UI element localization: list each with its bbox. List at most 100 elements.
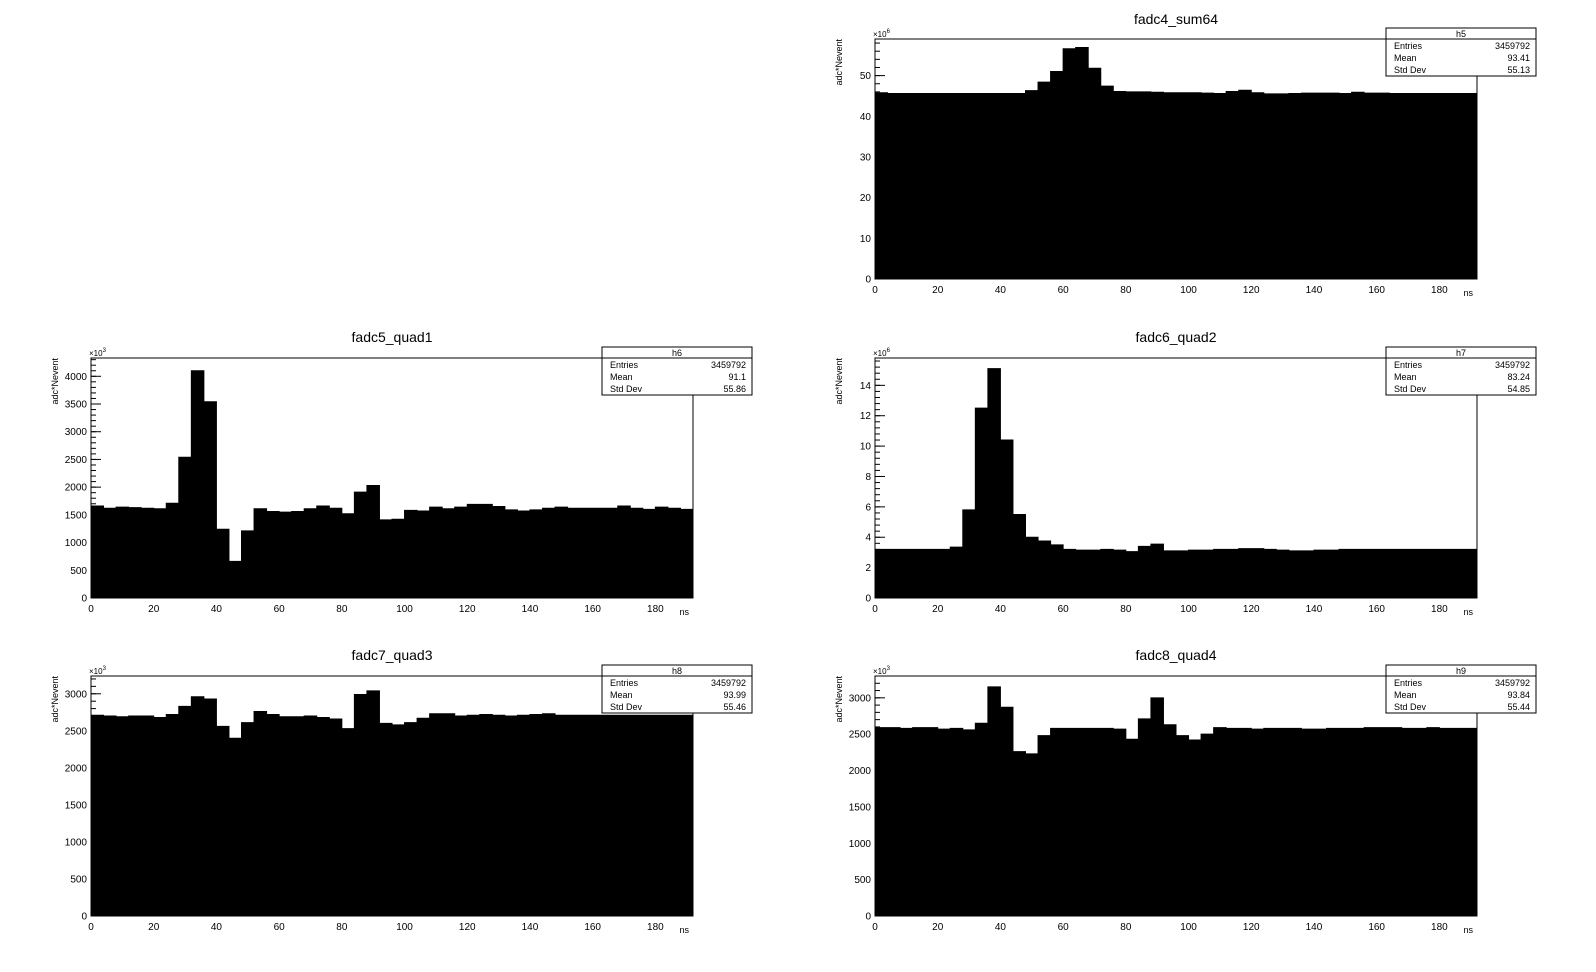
histogram-bin bbox=[154, 509, 167, 598]
y-tick-label: 2500 bbox=[65, 726, 88, 737]
histogram-bin bbox=[129, 716, 142, 916]
histogram-bin bbox=[963, 94, 976, 279]
x-tick-label: 180 bbox=[1431, 922, 1448, 933]
x-tick-label: 60 bbox=[274, 922, 286, 933]
histogram-bin bbox=[104, 508, 117, 598]
chart-title: fadc6_quad2 bbox=[1136, 329, 1217, 345]
histogram-bin bbox=[655, 507, 668, 598]
stats-value: 3459792 bbox=[711, 360, 746, 370]
histogram-bin bbox=[141, 508, 154, 598]
x-tick-label: 40 bbox=[995, 285, 1007, 296]
histogram-bin bbox=[216, 726, 229, 916]
histogram-bin bbox=[1452, 94, 1465, 279]
stats-label: Entries bbox=[1394, 678, 1423, 688]
histogram-bin bbox=[1138, 92, 1151, 279]
histogram-bin bbox=[292, 717, 305, 916]
y-tick-label: 500 bbox=[70, 566, 87, 577]
histogram-bin bbox=[1327, 550, 1340, 598]
histogram-bin bbox=[1113, 91, 1126, 279]
histogram-bin bbox=[267, 715, 280, 916]
histogram-bin bbox=[317, 506, 330, 598]
histogram-bin bbox=[938, 94, 951, 279]
histogram-bin bbox=[1414, 728, 1427, 916]
histogram-bin bbox=[1301, 93, 1314, 279]
histogram-bin bbox=[580, 715, 593, 916]
histogram-bin bbox=[166, 715, 179, 916]
histogram-bin bbox=[1239, 549, 1252, 598]
histogram-bin bbox=[455, 507, 468, 598]
histogram-bin bbox=[367, 485, 380, 598]
histogram-bin bbox=[1000, 94, 1013, 279]
histogram-bin bbox=[154, 717, 167, 916]
y-tick-label: 3000 bbox=[849, 693, 872, 704]
histogram-bin bbox=[1339, 728, 1352, 916]
y-axis-title: adc*Nevent bbox=[50, 676, 60, 723]
histogram-bin bbox=[1301, 551, 1314, 598]
histogram-bin bbox=[963, 730, 976, 916]
histogram-bin bbox=[913, 549, 926, 598]
histogram-bin bbox=[517, 715, 530, 916]
stats-box-frame bbox=[601, 346, 753, 396]
histogram-bin bbox=[543, 714, 556, 916]
histogram-bin bbox=[1063, 49, 1076, 279]
stats-box-name: h5 bbox=[1456, 29, 1466, 39]
x-tick-label: 100 bbox=[396, 922, 413, 933]
histogram-bin bbox=[141, 716, 154, 916]
histogram-bin bbox=[392, 519, 405, 598]
histogram-bin bbox=[1051, 72, 1064, 279]
x-tick-label: 180 bbox=[1431, 604, 1448, 615]
y-tick-label: 2 bbox=[865, 563, 871, 574]
histogram-bin bbox=[1327, 728, 1340, 916]
histogram-bin bbox=[950, 94, 963, 279]
histogram-bin bbox=[605, 508, 618, 598]
histogram-bin bbox=[1427, 728, 1440, 916]
y-tick-label: 4 bbox=[865, 533, 871, 544]
histogram-bin bbox=[1000, 440, 1013, 598]
histogram-bin bbox=[91, 506, 104, 598]
stats-label: Mean bbox=[1394, 690, 1417, 700]
histogram-bin bbox=[950, 547, 963, 598]
histogram-bin bbox=[292, 512, 305, 598]
y-tick-label: 8 bbox=[865, 472, 871, 483]
x-tick-label: 40 bbox=[211, 922, 223, 933]
histogram-bin bbox=[405, 510, 418, 598]
histogram-bin bbox=[975, 94, 988, 279]
histogram-bin bbox=[1088, 68, 1101, 279]
y-tick-label: 10 bbox=[860, 234, 872, 245]
histogram-bars bbox=[90, 370, 694, 599]
y-tick-label: 1000 bbox=[849, 839, 872, 850]
histogram-bin bbox=[555, 507, 568, 598]
histogram-bin bbox=[1051, 728, 1064, 916]
histogram-bin bbox=[680, 715, 693, 916]
y-tick-label: 0 bbox=[865, 912, 871, 923]
chart-title: fadc5_quad1 bbox=[352, 329, 433, 345]
histogram-panel-h8: fadc7_quad3 0 20 40 60 80 100 120 140 160 180 0 500 1… bbox=[50, 647, 753, 935]
x-tick-label: 160 bbox=[1368, 285, 1385, 296]
histogram-bin bbox=[1402, 549, 1415, 598]
histogram-bin bbox=[405, 723, 418, 916]
histogram-bin bbox=[492, 507, 505, 598]
histogram-bin bbox=[229, 561, 242, 598]
y-tick-label: 500 bbox=[70, 874, 87, 885]
y-tick-label: 6 bbox=[865, 502, 871, 513]
x-tick-label: 100 bbox=[1180, 922, 1197, 933]
histogram-bin bbox=[1076, 550, 1089, 598]
histogram-bin bbox=[379, 723, 392, 916]
stats-value: 54.85 bbox=[1507, 384, 1530, 394]
histogram-bin bbox=[1314, 729, 1327, 916]
histogram-bin bbox=[204, 402, 217, 598]
x-tick-label: 60 bbox=[1058, 922, 1070, 933]
histogram-bin bbox=[1239, 728, 1252, 916]
histogram-bin bbox=[1151, 92, 1164, 279]
histogram-bin bbox=[655, 715, 668, 916]
histogram-bin bbox=[254, 509, 267, 598]
stats-label: Std Dev bbox=[610, 384, 643, 394]
y-tick-label: 20 bbox=[860, 193, 872, 204]
histogram-bin bbox=[630, 508, 643, 598]
stats-label: Std Dev bbox=[1394, 384, 1427, 394]
histogram-bin bbox=[1013, 94, 1026, 279]
stats-box: h7 Entries 3459792 Mean 83.24 Std Dev 54.85 bbox=[1385, 346, 1537, 396]
histogram-bin bbox=[1427, 549, 1440, 598]
histogram-bin bbox=[342, 729, 355, 916]
stats-value: 55.86 bbox=[723, 384, 746, 394]
